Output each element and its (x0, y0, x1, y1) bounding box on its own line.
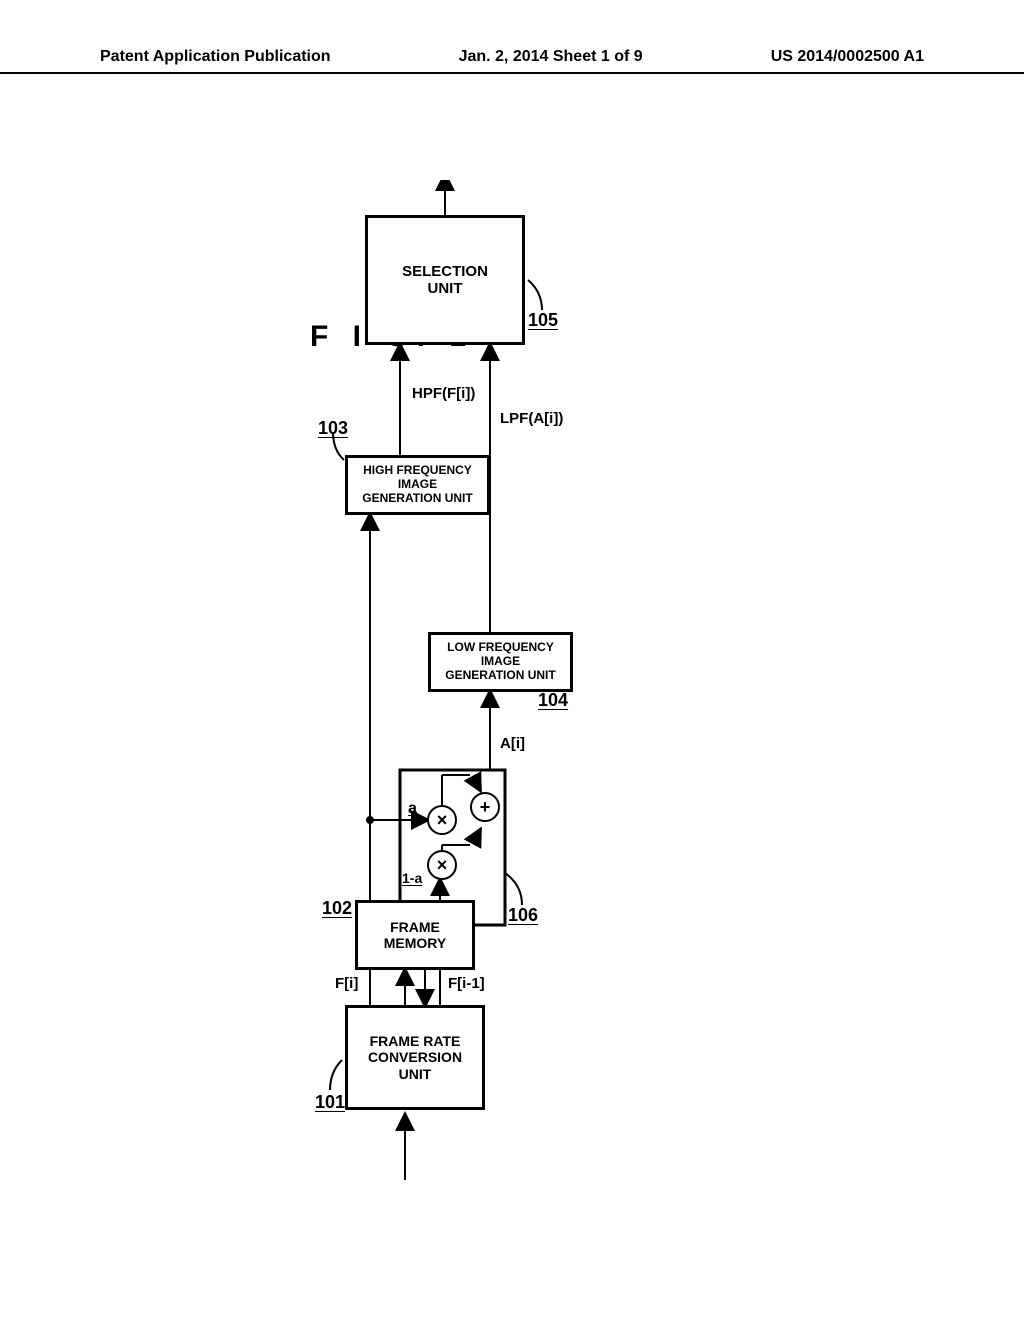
mult-top: × (427, 805, 457, 835)
mult-bottom: × (427, 850, 457, 880)
page-header: Patent Application Publication Jan. 2, 2… (0, 48, 1024, 74)
block-diagram: FRAME RATE CONVERSION UNIT 101 FRAME MEM… (150, 180, 920, 1180)
ref-105: 105 (528, 310, 558, 331)
header-center: Jan. 2, 2014 Sheet 1 of 9 (459, 48, 643, 66)
label-lpf: LPF(A[i]) (500, 410, 563, 427)
selection-unit-block: SELECTION UNIT (365, 215, 525, 345)
label-hpf: HPF(F[i]) (412, 385, 475, 402)
ref-103: 103 (318, 418, 348, 439)
frame-rate-conversion-block: FRAME RATE CONVERSION UNIT (345, 1005, 485, 1110)
frame-memory-block: FRAME MEMORY (355, 900, 475, 970)
label-a-i: A[i] (500, 735, 525, 752)
low-freq-gen-block: LOW FREQUENCY IMAGE GENERATION UNIT (428, 632, 573, 692)
ref-106: 106 (508, 905, 538, 926)
label-f-i: F[i] (335, 975, 358, 992)
adder: + (470, 792, 500, 822)
label-f-i-1: F[i-1] (448, 975, 485, 992)
header-left: Patent Application Publication (100, 48, 331, 66)
coef-1-minus-a: 1-a (402, 870, 422, 886)
ref-102: 102 (322, 898, 352, 919)
ref-101: 101 (315, 1092, 345, 1113)
header-right: US 2014/0002500 A1 (771, 48, 924, 66)
coef-a: a (408, 800, 417, 818)
ref-104: 104 (538, 690, 568, 711)
high-freq-gen-block: HIGH FREQUENCY IMAGE GENERATION UNIT (345, 455, 490, 515)
